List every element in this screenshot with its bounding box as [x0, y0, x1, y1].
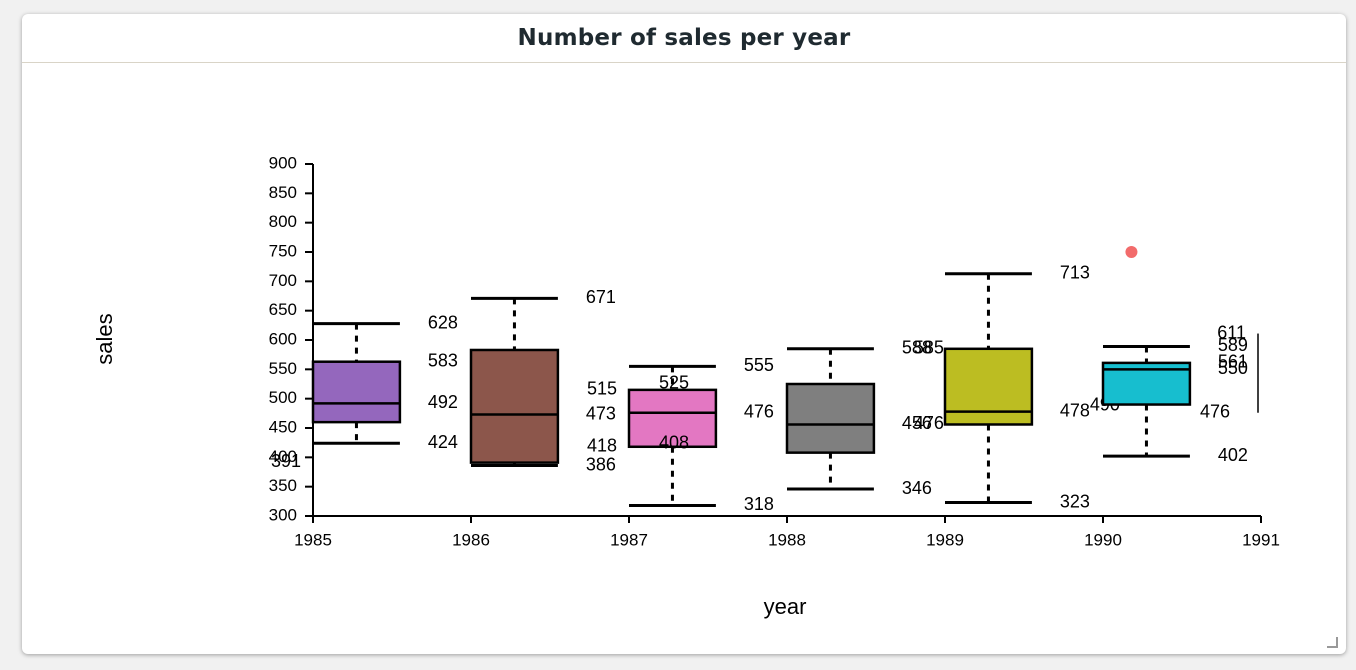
x-tick-label: 1989: [926, 530, 964, 549]
label-median: 492: [428, 392, 458, 412]
box-1988: [785, 382, 876, 454]
y-tick-label: 350: [269, 476, 297, 495]
boxplot-chart: 1985 1986 1987 1988 1989 1990 1991 300 350 400 450…: [92, 153, 1280, 619]
label-median: 476: [744, 401, 774, 421]
x-tick-label: 1985: [294, 530, 332, 549]
y-tick-label: 550: [269, 359, 297, 378]
label-max: 713: [1060, 262, 1090, 282]
label-median: 473: [586, 403, 616, 423]
label-max-overlap: 585: [914, 338, 944, 358]
x-tick-label: 1986: [452, 530, 490, 549]
label-max: 555: [744, 355, 774, 375]
range-label-high: 611: [1217, 322, 1246, 342]
x-tick-label: 1988: [768, 530, 806, 549]
y-axis-label: sales: [92, 313, 117, 364]
y-tick-label: 850: [269, 183, 297, 202]
label-min: 318: [744, 494, 774, 514]
y-tick-label: 900: [269, 153, 297, 172]
label-left-upper: 525: [659, 373, 689, 393]
y-tick-label: 650: [269, 300, 297, 319]
x-tick-label: 1991: [1242, 530, 1280, 549]
label-min: 424: [428, 432, 458, 452]
label-max: 588: [902, 338, 932, 358]
x-tick-label: 1990: [1084, 530, 1122, 549]
label-max: 628: [428, 312, 458, 332]
label-q3: 561: [1218, 352, 1248, 372]
label-max: 671: [586, 287, 616, 307]
label-max: 589: [1218, 335, 1248, 355]
chart-panel: Number of sales per year 1985 1986 1987 198…: [22, 14, 1346, 654]
label-q3: 515: [587, 379, 617, 399]
y-tick-label: 750: [269, 241, 297, 260]
y-tick-label: 700: [269, 271, 297, 290]
y-tick-label: 600: [269, 329, 297, 348]
x-tick-label: 1987: [610, 530, 648, 549]
label-median: 456: [902, 413, 932, 433]
label-min: 402: [1218, 445, 1248, 465]
label-min: 346: [902, 478, 932, 498]
box-1987: [627, 388, 718, 449]
label-median: 550: [1218, 358, 1248, 378]
label-median: 478: [1060, 400, 1090, 420]
label-q1: 391: [271, 451, 301, 471]
label-min: 386: [586, 454, 616, 474]
y-tick-label: 400: [269, 447, 297, 466]
box-1986: [469, 348, 560, 464]
label-q1: 418: [587, 436, 617, 456]
y-tick-label: 300: [269, 505, 297, 524]
label-median-overlap: 476: [914, 413, 944, 433]
x-axis-label: year: [764, 594, 807, 619]
outlier-point: [1125, 246, 1138, 258]
panel-header: Number of sales per year: [22, 14, 1346, 63]
label-left-lower: 408: [659, 433, 689, 453]
box-1985: [311, 360, 402, 424]
resize-handle[interactable]: [1327, 637, 1338, 648]
chart-title: Number of sales per year: [517, 25, 851, 51]
label-min: 323: [1060, 491, 1090, 511]
box-1989: [943, 347, 1034, 426]
label-q3: 583: [428, 350, 458, 370]
y-tick-label: 500: [269, 388, 297, 407]
y-tick-label: 450: [269, 417, 297, 436]
y-tick-label: 800: [269, 212, 297, 231]
range-label-low: 476: [1200, 401, 1230, 421]
